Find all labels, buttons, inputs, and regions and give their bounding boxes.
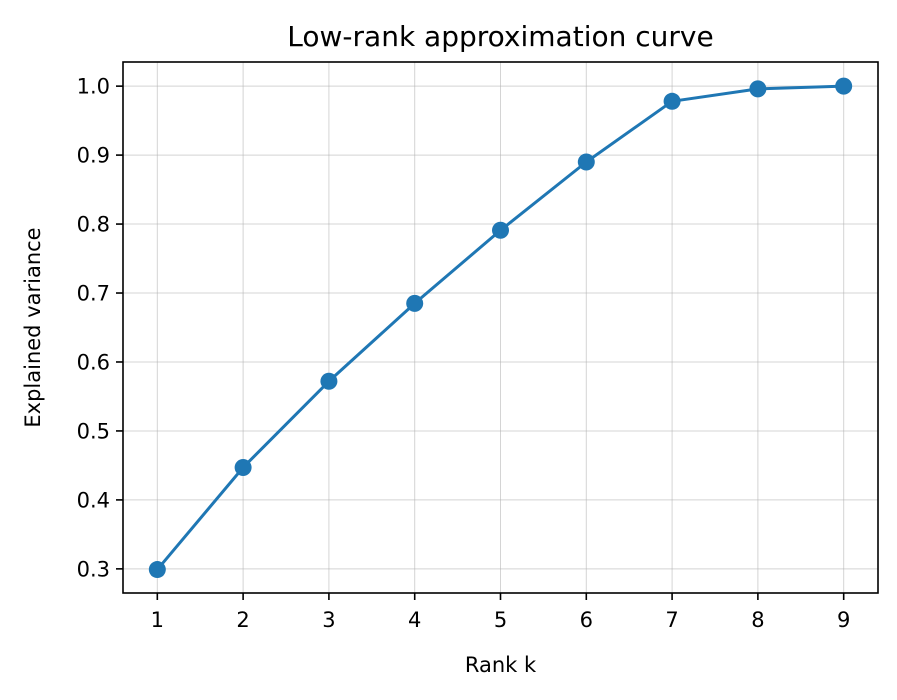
data-point <box>148 561 166 579</box>
y-tick-label: 0.3 <box>77 557 110 581</box>
data-point <box>749 80 767 98</box>
plot-frame <box>122 61 879 594</box>
data-point <box>406 294 424 312</box>
series-layer <box>148 77 853 579</box>
data-point <box>320 372 338 390</box>
x-tick-label: 5 <box>494 608 507 632</box>
y-tick-label: 0.5 <box>77 419 110 443</box>
x-tick-label: 1 <box>151 608 164 632</box>
y-tick-label: 0.7 <box>77 282 110 306</box>
y-tick-label: 1.0 <box>77 75 110 99</box>
chart-title: Low-rank approximation curve <box>287 20 713 53</box>
data-point <box>663 92 681 110</box>
x-tick-label: 3 <box>322 608 335 632</box>
y-axis-label: Explained variance <box>21 227 45 427</box>
x-axis-label: Rank k <box>465 653 537 677</box>
data-point <box>577 153 595 171</box>
x-tick-label: 8 <box>751 608 764 632</box>
y-tick-label: 0.4 <box>77 488 110 512</box>
x-tick-label: 7 <box>665 608 678 632</box>
x-tick-label: 6 <box>580 608 593 632</box>
y-tick-label: 0.9 <box>77 144 110 168</box>
axis-ticks: 1 2 3 4 5 6 7 8 9 0.3 0.4 0.5 0.6 0.7 0.8 0.9 1.0 <box>77 75 851 632</box>
x-tick-label: 2 <box>236 608 249 632</box>
data-point <box>835 77 853 95</box>
data-point <box>234 458 252 476</box>
y-tick-label: 0.6 <box>77 350 110 374</box>
x-tick-label: 9 <box>837 608 850 632</box>
y-tick-label: 0.8 <box>77 213 110 237</box>
x-tick-label: 4 <box>408 608 421 632</box>
data-point <box>492 221 509 239</box>
